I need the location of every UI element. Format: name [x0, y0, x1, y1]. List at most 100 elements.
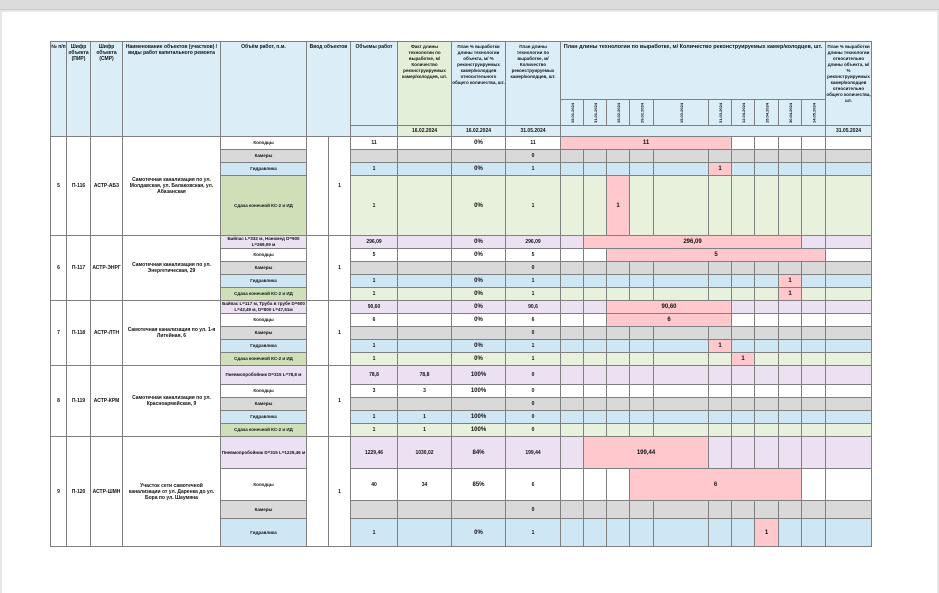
schedule-cell	[754, 500, 779, 519]
schedule-cell	[606, 500, 630, 519]
schedule-cell	[560, 300, 584, 314]
date-header: 15.04.2024	[754, 99, 779, 126]
fact-value	[397, 397, 452, 411]
end-percent-cell	[825, 175, 872, 236]
schedule-cell	[801, 313, 826, 327]
schedule-cell	[778, 149, 802, 163]
plan-percent	[451, 149, 506, 163]
col-name: Наименование объектов (участков) / виды …	[122, 41, 221, 137]
fact-value	[397, 339, 452, 353]
plan-value: 0	[505, 384, 561, 398]
work-volume: 5	[350, 248, 398, 262]
schedule-cell	[778, 352, 802, 366]
row-object-name: Самотечная канализация по ул. 1-я Литейн…	[122, 300, 221, 366]
schedule-cell	[629, 397, 654, 411]
end-percent-cell	[825, 397, 872, 411]
row-smr-code: АСТР-ЭНРГ	[90, 235, 123, 301]
row-object-name: Самотечная канализация по ул. Молдавская…	[122, 136, 221, 236]
plan-percent: 0%	[451, 274, 506, 288]
fact-value	[397, 287, 452, 301]
work-volume: 78,8	[350, 365, 398, 385]
schedule-cell	[583, 410, 607, 424]
schedule-cell	[583, 274, 607, 288]
plan-percent: 0%	[451, 300, 506, 314]
plan-percent: 0%	[451, 136, 506, 150]
col-plan: План длины технологии по выработке, м/ К…	[505, 41, 561, 126]
table-row: Камеры 0	[51, 149, 872, 163]
plan-pct-date: 16.02.2024	[451, 125, 506, 137]
work-item-label: Гидравлика	[220, 410, 307, 424]
date-header: 12.04.2024	[731, 99, 755, 126]
schedule-cell	[583, 384, 607, 398]
table-row: Камеры 0	[51, 397, 872, 411]
schedule-cell	[754, 300, 779, 314]
schedule-cell	[708, 436, 732, 469]
schedule-cell	[560, 500, 584, 519]
schedule-cell	[560, 175, 584, 236]
schedule-cell	[606, 352, 630, 366]
end-date: 31.05.2024	[825, 125, 872, 137]
schedule-cell	[583, 365, 607, 385]
end-percent-cell	[825, 162, 872, 176]
fact-value	[397, 518, 452, 547]
schedule-cell	[560, 339, 584, 353]
schedule-cell	[778, 384, 802, 398]
schedule-cell	[606, 365, 630, 385]
schedule-cell	[708, 423, 732, 437]
plan-value: 1	[505, 339, 561, 353]
schedule-bar: 11	[560, 136, 732, 150]
schedule-cell	[778, 136, 802, 150]
row-object-name: Самотечная канализация по ул. Красноарме…	[122, 365, 221, 437]
schedule-cell	[629, 326, 654, 340]
schedule-cell	[801, 175, 826, 236]
schedule-cell	[801, 365, 826, 385]
schedule-cell	[606, 468, 630, 501]
schedule-cell	[629, 175, 654, 236]
schedule-cell	[801, 397, 826, 411]
schedule-bar: 6	[629, 468, 802, 501]
work-item-label: Пневмопробойник D=315 L=1229,46 м	[220, 436, 307, 469]
plan-value: 11	[505, 136, 561, 150]
schedule-cell	[629, 518, 654, 547]
schedule-cell	[801, 500, 826, 519]
table-row: 7 П-118 АСТР-ЛТН Самотечная канализация по …	[50, 300, 872, 366]
schedule-cell	[606, 326, 630, 340]
schedule-cell	[778, 339, 802, 353]
schedule-cell	[731, 423, 755, 437]
plan-value: 199,44	[505, 436, 561, 469]
fact-value	[397, 274, 452, 288]
date-header: 15.03.2024	[653, 99, 709, 126]
plan-percent: 84%	[451, 436, 506, 469]
fact-value	[397, 261, 452, 275]
row-input-spacer	[306, 235, 329, 301]
schedule-bar: 296,09	[583, 235, 802, 249]
work-volume	[350, 326, 398, 340]
schedule-cell	[731, 162, 755, 176]
end-percent-cell	[825, 468, 872, 501]
plan-percent	[451, 397, 506, 411]
work-item-label: Колодцы	[220, 384, 307, 398]
row-pir-code: П-116	[66, 136, 91, 236]
schedule-cell	[629, 384, 654, 398]
schedule-cell	[606, 518, 630, 547]
schedule-cell	[560, 287, 584, 301]
schedule-cell	[653, 410, 709, 424]
schedule-cell	[731, 274, 755, 288]
schedule-cell	[606, 384, 630, 398]
row-object-name: Самотечная канализация по ул. Энергетиче…	[122, 235, 221, 301]
col-num: № п/п	[50, 41, 67, 137]
schedule-cell	[708, 365, 732, 385]
schedule-cell	[606, 149, 630, 163]
row-number: 9	[50, 436, 67, 547]
work-volume: 1	[350, 339, 398, 353]
end-percent-cell	[825, 287, 872, 301]
plan-percent: 0%	[451, 162, 506, 176]
schedule-bar: 1	[778, 287, 802, 301]
plan-value: 1	[505, 518, 561, 547]
plan-percent: 0%	[451, 518, 506, 547]
schedule-cell	[731, 300, 755, 314]
work-volume	[350, 500, 398, 519]
row-number: 8	[50, 365, 67, 437]
table-row: 6 П-117 АСТР-ЭНРГ Самотечная канализация по…	[50, 235, 872, 301]
schedule-cell	[583, 162, 607, 176]
